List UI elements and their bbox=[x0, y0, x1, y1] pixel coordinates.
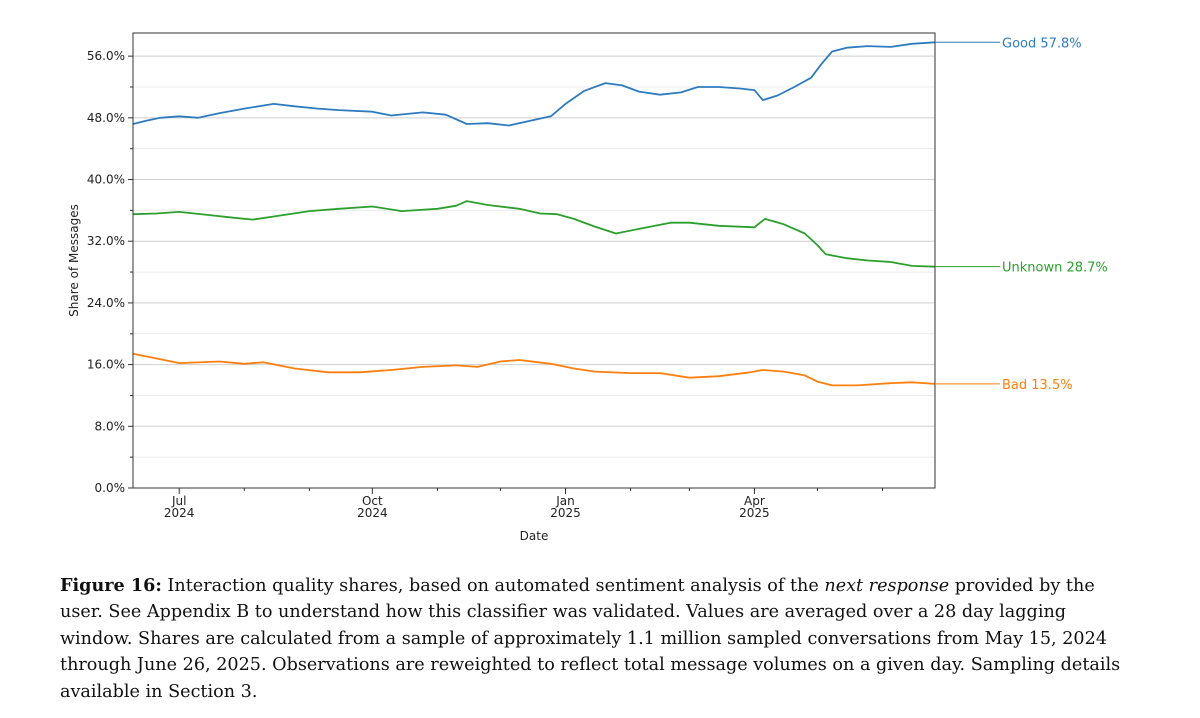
plot-frame bbox=[132, 32, 936, 489]
y-axis-title: Share of Messages bbox=[67, 204, 81, 317]
x-tick-label: 2024 bbox=[164, 506, 195, 520]
y-tick-label: 16.0% bbox=[87, 358, 125, 372]
x-axis-title: Date bbox=[520, 529, 549, 543]
y-tick-label: 40.0% bbox=[87, 173, 125, 187]
x-tick-label: Jul bbox=[171, 494, 186, 508]
y-tick-label: 0.0% bbox=[95, 481, 126, 495]
figure-caption: Figure 16: Interaction quality shares, b… bbox=[60, 573, 1140, 705]
y-tick-label: 24.0% bbox=[87, 296, 125, 310]
caption-text-before: Interaction quality shares, based on aut… bbox=[161, 576, 825, 596]
end-label-unknown: Unknown 28.7% bbox=[1002, 261, 1108, 276]
caption-label: Figure 16: bbox=[60, 575, 162, 596]
y-tick-label: 32.0% bbox=[87, 234, 125, 248]
x-tick-label: Oct bbox=[362, 494, 383, 508]
x-tick-label: Jan bbox=[555, 494, 575, 508]
end-label-bad: Bad 13.5% bbox=[1002, 378, 1073, 393]
x-tick-label: 2025 bbox=[739, 506, 770, 520]
gridlines bbox=[133, 55, 935, 489]
caption-text-after: provided by the user. See Appendix B to … bbox=[60, 576, 1121, 702]
x-tick-label: 2025 bbox=[550, 506, 581, 520]
x-tick-label: Apr bbox=[744, 494, 765, 508]
axes: 0.0% 8.0% 16.0% 24.0% 32.0% 40.0% 48.0% 56.0% Ju… bbox=[67, 49, 884, 543]
end-label-good: Good 57.8% bbox=[1002, 36, 1082, 51]
series-line-unknown bbox=[132, 200, 936, 268]
x-tick-label: 2024 bbox=[357, 506, 388, 520]
y-tick-label: 8.0% bbox=[95, 419, 126, 433]
series-lines bbox=[132, 41, 936, 387]
series-line-bad bbox=[132, 352, 936, 387]
chart: 0.0% 8.0% 16.0% 24.0% 32.0% 40.0% 48.0% 56.0% Ju… bbox=[67, 32, 1108, 543]
y-tick-label: 48.0% bbox=[87, 111, 125, 125]
series-line-good bbox=[132, 41, 936, 127]
caption-emphasis: next response bbox=[824, 576, 950, 596]
end-labels: Good 57.8% Unknown 28.7% Bad 13.5% bbox=[935, 36, 1108, 393]
y-tick-label: 56.0% bbox=[87, 49, 125, 63]
